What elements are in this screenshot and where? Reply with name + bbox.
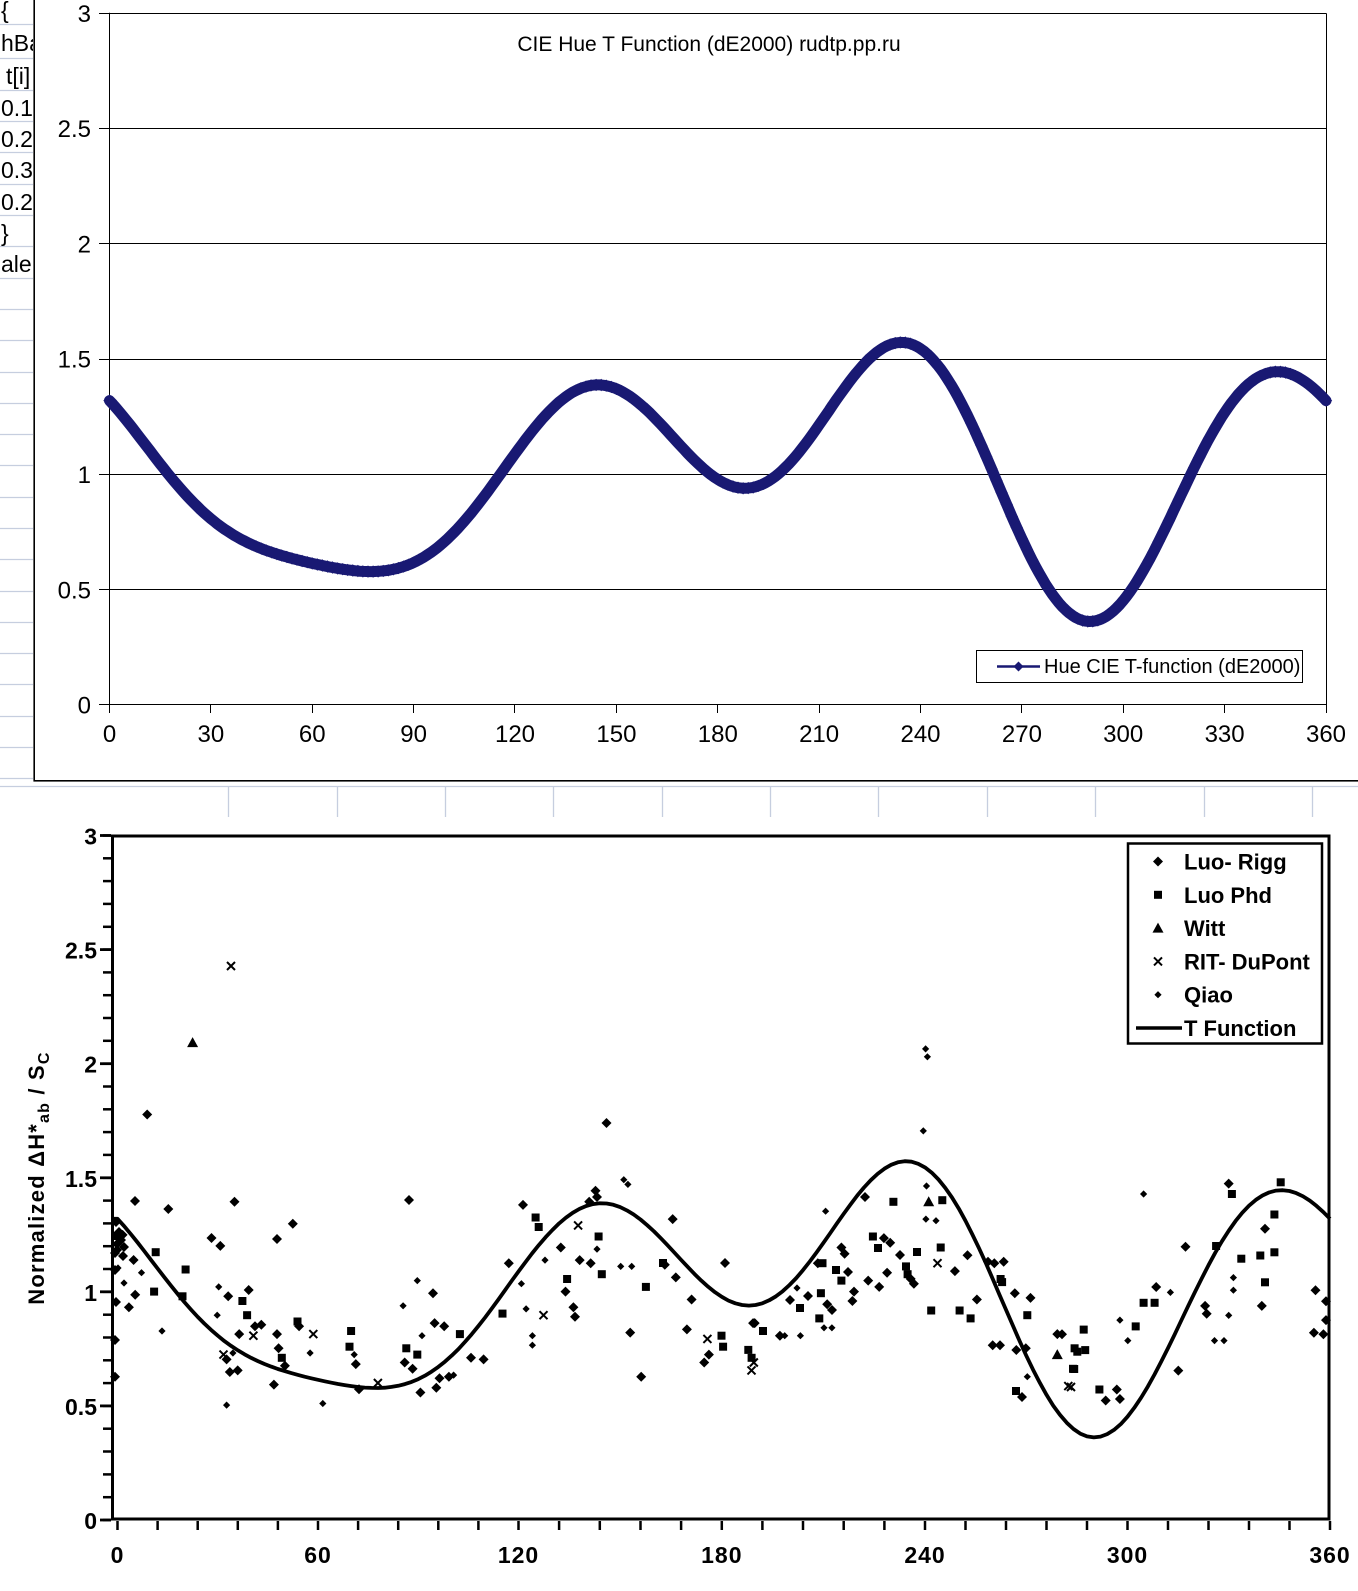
svg-text:hBa: hBa <box>1 30 42 56</box>
svg-text:0.20: 0.20 <box>1 189 46 215</box>
svg-text:aler: aler <box>1 251 40 277</box>
svg-text:60: 60 <box>304 1542 332 1568</box>
svg-text:0: 0 <box>111 1542 125 1568</box>
svg-text:2.5: 2.5 <box>65 938 97 964</box>
svg-text:270: 270 <box>1002 721 1042 748</box>
svg-text:{: { <box>1 0 9 23</box>
svg-text:2.5: 2.5 <box>58 116 91 143</box>
svg-text:Hue CIE T-function (dE2000): Hue CIE T-function (dE2000) <box>1044 656 1300 678</box>
svg-text:180: 180 <box>701 1542 742 1568</box>
svg-text:3: 3 <box>84 824 97 850</box>
svg-text:300: 300 <box>1103 721 1143 748</box>
svg-text:60: 60 <box>299 721 326 748</box>
svg-text:360: 360 <box>1306 721 1346 748</box>
svg-text:0.5: 0.5 <box>65 1394 97 1420</box>
svg-text:Normalized ΔH*ab / SC: Normalized ΔH*ab / SC <box>24 1051 53 1304</box>
svg-text:T Function: T Function <box>1184 1016 1296 1041</box>
svg-text:300: 300 <box>1107 1542 1148 1568</box>
svg-text:Qiao: Qiao <box>1184 983 1233 1008</box>
svg-text:90: 90 <box>400 721 427 748</box>
svg-text:240: 240 <box>900 721 940 748</box>
svg-text:1.5: 1.5 <box>58 347 91 374</box>
svg-text:1.5: 1.5 <box>65 1166 97 1192</box>
svg-text:0: 0 <box>84 1508 97 1534</box>
svg-text:120: 120 <box>495 721 535 748</box>
svg-text:3: 3 <box>78 1 91 28</box>
svg-text:30: 30 <box>198 721 225 748</box>
svg-text:0: 0 <box>78 693 91 720</box>
svg-text:240: 240 <box>904 1542 945 1568</box>
svg-text:Witt: Witt <box>1184 916 1226 941</box>
svg-text:180: 180 <box>698 721 738 748</box>
svg-text:Luo Phd: Luo Phd <box>1184 883 1272 908</box>
svg-text:1: 1 <box>84 1280 97 1306</box>
svg-text:t[i]: t[i] <box>6 63 30 89</box>
svg-text:1: 1 <box>78 462 91 489</box>
svg-text:}: } <box>1 220 9 246</box>
svg-text:0: 0 <box>103 721 116 748</box>
svg-text:360: 360 <box>1309 1542 1350 1568</box>
svg-text:210: 210 <box>799 721 839 748</box>
svg-text:0.32: 0.32 <box>1 157 46 183</box>
svg-text:150: 150 <box>596 721 636 748</box>
svg-text:Luo- Rigg: Luo- Rigg <box>1184 850 1287 875</box>
svg-text:2: 2 <box>78 231 91 258</box>
svg-text:330: 330 <box>1205 721 1245 748</box>
svg-text:RIT- DuPont: RIT- DuPont <box>1184 949 1311 974</box>
svg-text:0.17: 0.17 <box>1 95 46 121</box>
svg-text:2: 2 <box>84 1052 97 1078</box>
svg-text:120: 120 <box>498 1542 539 1568</box>
svg-text:CIE Hue T Function (dE2000) ru: CIE Hue T Function (dE2000) rudtp.pp.ru <box>517 33 900 56</box>
svg-text:0.24: 0.24 <box>1 126 46 152</box>
svg-text:0.5: 0.5 <box>58 577 91 604</box>
